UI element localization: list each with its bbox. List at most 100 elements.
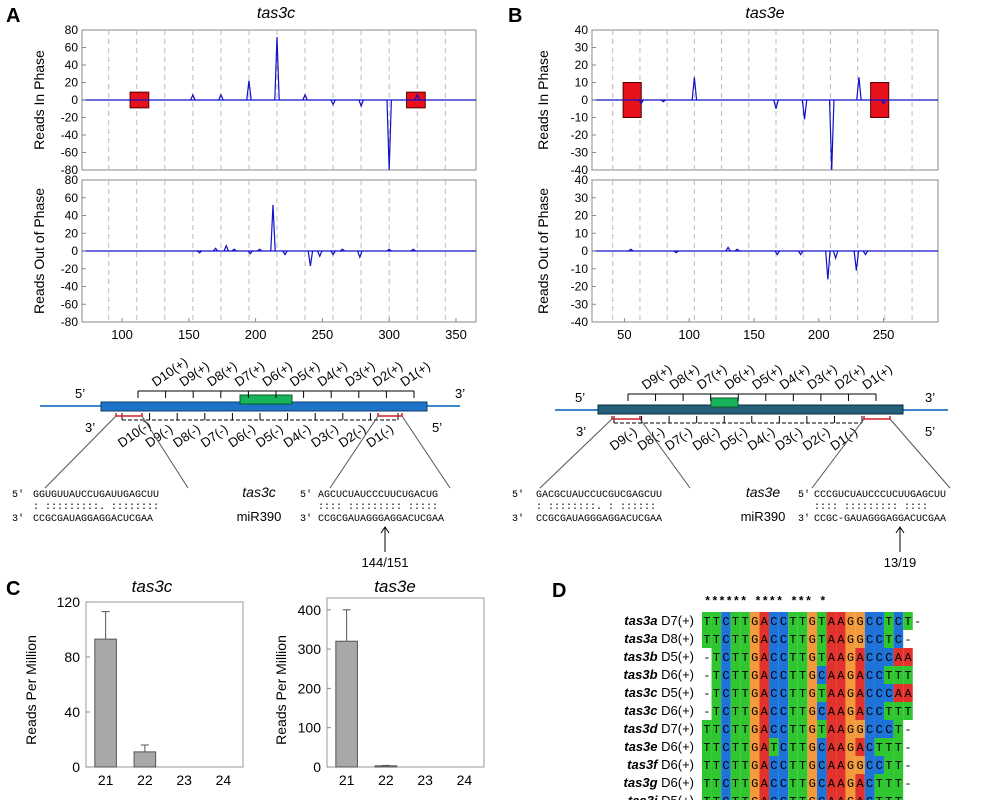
nucleotide-cell xyxy=(730,792,741,800)
phase-label-bottom: D3(-) xyxy=(308,421,341,450)
nucleotide-cell xyxy=(769,666,779,684)
y-tick-label: 80 xyxy=(65,173,79,187)
nucleotide: C xyxy=(876,651,883,665)
nucleotide-cell xyxy=(702,630,712,648)
read-spike xyxy=(691,77,698,101)
nucleotide: C xyxy=(770,615,777,629)
nucleotide: T xyxy=(713,741,720,755)
nucleotide-cell xyxy=(845,738,856,756)
nucleotide-cell xyxy=(759,630,770,648)
nucleotide: G xyxy=(809,777,816,791)
nucleotide-cell xyxy=(884,630,894,648)
nucleotide: T xyxy=(799,615,806,629)
nucleotide-cell xyxy=(759,774,770,792)
nucleotide-cell xyxy=(730,738,741,756)
nucleotide: C xyxy=(770,651,777,665)
panel-letter-d: D xyxy=(552,580,566,602)
nucleotide-cell xyxy=(807,738,817,756)
phase-label-bottom: D2(-) xyxy=(800,424,833,453)
phase-label-top: D2(+) xyxy=(370,358,406,389)
nucleotide: T xyxy=(732,795,739,800)
nucleotide-cell xyxy=(826,720,837,738)
nucleotide-cell xyxy=(855,684,865,702)
diag-a-right-seq-bottom: CCGCGAUAGGGAGGACUCGAA xyxy=(318,514,444,525)
y-tick-label: 120 xyxy=(57,594,81,610)
nucleotide-cell xyxy=(702,612,712,630)
nucleotide-cell xyxy=(816,684,827,702)
nucleotide: G xyxy=(809,741,816,755)
nucleotide: C xyxy=(780,687,787,701)
nucleotide: A xyxy=(837,777,845,791)
nucleotide: G xyxy=(856,633,863,647)
y-tick-label: -30 xyxy=(571,146,589,160)
read-spike xyxy=(832,250,839,261)
bar xyxy=(94,638,117,768)
nucleotide: T xyxy=(818,615,825,629)
nucleotide-cell xyxy=(788,756,798,774)
x-tick-label: 250 xyxy=(312,327,334,342)
diag-b-mirna: miR390 xyxy=(741,509,786,524)
nucleotide-cell xyxy=(836,702,846,720)
nucleotide: C xyxy=(770,687,777,701)
nucleotide: C xyxy=(866,777,873,791)
nucleotide: A xyxy=(904,687,912,701)
nucleotide-cell xyxy=(836,756,846,774)
nucleotide-cell xyxy=(864,756,875,774)
nucleotide-cell xyxy=(721,684,731,702)
x-tick-label: 50 xyxy=(617,327,631,342)
nucleotide-cell xyxy=(836,774,846,792)
nucleotide-cell xyxy=(874,792,885,800)
nucleotide-cell xyxy=(759,648,770,666)
alignment-row-label: tas3b D6(+) xyxy=(624,667,694,682)
nucleotide: G xyxy=(847,759,854,773)
nucleotide: T xyxy=(732,687,739,701)
nucleotide: T xyxy=(789,759,796,773)
nucleotide: A xyxy=(856,651,864,665)
nucleotide: T xyxy=(742,669,749,683)
nucleotide-cell xyxy=(711,666,722,684)
nucleotide: T xyxy=(732,633,739,647)
nucleotide: G xyxy=(847,651,854,665)
nucleotide: C xyxy=(780,651,787,665)
nucleotide-cell xyxy=(759,684,770,702)
nucleotide: C xyxy=(885,723,892,737)
read-spike xyxy=(725,246,731,252)
nucleotide-cell xyxy=(884,774,894,792)
nucleotide-cell xyxy=(874,630,885,648)
nucleotide: T xyxy=(799,723,806,737)
phase-label-top: D7(+) xyxy=(694,361,730,392)
y-tick-label: 40 xyxy=(65,58,79,72)
nucleotide: T xyxy=(732,669,739,683)
y-tick-label: -40 xyxy=(61,128,79,142)
nucleotide-cell xyxy=(884,792,894,800)
nucleotide-cell xyxy=(884,684,894,702)
y-tick-label: 20 xyxy=(575,58,589,72)
nucleotide: C xyxy=(818,705,825,719)
nucleotide: T xyxy=(885,705,892,719)
nucleotide: C xyxy=(722,615,729,629)
nucleotide: T xyxy=(713,633,720,647)
nucleotide: T xyxy=(713,705,720,719)
phase-label-bottom: D4(-) xyxy=(281,421,314,450)
nucleotide-cell xyxy=(864,738,875,756)
nucleotide-cell xyxy=(874,666,885,684)
nucleotide-cell xyxy=(845,702,856,720)
nucleotide-cell xyxy=(893,630,904,648)
nucleotide: T xyxy=(713,723,720,737)
y-tick-label: -40 xyxy=(61,280,79,294)
nucleotide: G xyxy=(856,723,863,737)
x-tick-label: 22 xyxy=(137,772,153,788)
y-tick-label: 0 xyxy=(581,93,588,107)
nucleotide-cell xyxy=(730,666,741,684)
read-spike xyxy=(628,248,634,252)
nucleotide-cell xyxy=(836,666,846,684)
nucleotide: C xyxy=(818,741,825,755)
nucleotide-cell xyxy=(884,666,894,684)
nucleotide: A xyxy=(837,759,845,773)
nucleotide: C xyxy=(722,759,729,773)
nucleotide-cell xyxy=(836,720,846,738)
nucleotide-cell xyxy=(788,630,798,648)
y-tick-label: 60 xyxy=(65,191,79,205)
nucleotide: - xyxy=(904,777,911,791)
diag-a-right-p5: 5' xyxy=(300,489,312,501)
